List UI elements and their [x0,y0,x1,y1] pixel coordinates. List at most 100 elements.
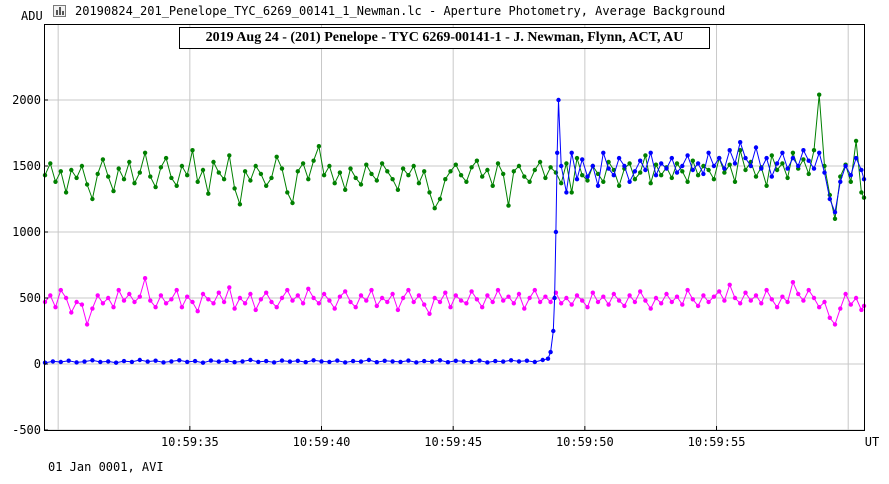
data-point-magenta [179,305,185,310]
data-point-blue [555,150,560,155]
data-point-magenta [764,287,769,293]
data-point-green [722,170,727,175]
data-point-green [153,184,158,190]
series-line-magenta [44,276,865,327]
data-point-magenta [158,293,164,298]
data-point-magenta [690,297,695,302]
data-point-green [132,181,137,186]
data-point-blue [790,155,796,161]
data-point-magenta [806,287,811,293]
data-point-green [706,167,711,173]
data-point-magenta [774,305,780,310]
data-point-magenta [664,291,669,297]
data-point-magenta [53,305,58,310]
data-point-green [185,173,190,178]
data-point-green [348,166,353,171]
data-point-magenta [648,306,653,311]
data-point-magenta [674,294,680,299]
data-point-magenta [211,301,216,306]
data-point-magenta [474,297,480,302]
data-point-green [95,171,100,177]
data-point-green [811,148,817,153]
data-point-blue [248,357,253,363]
data-point-blue [564,190,569,195]
data-point-green [643,153,648,158]
data-point-magenta [185,294,190,299]
data-point-magenta [300,301,306,306]
data-point-magenta [522,306,527,311]
data-point-magenta [490,299,495,305]
data-point-magenta [680,302,685,307]
data-point-blue [632,169,638,174]
data-point-green [121,177,127,182]
data-point-green [527,179,532,184]
data-point-blue [545,356,551,361]
data-point-magenta [706,299,711,305]
data-point-magenta [195,309,200,314]
data-point-green [543,175,548,181]
window-title: 20190824_201_Penelope_TYC_6269_00141_1_N… [75,4,726,18]
data-point-green [785,175,790,181]
data-point-magenta [190,299,195,305]
data-point-green [601,179,606,184]
data-point-magenta [848,302,853,307]
data-point-magenta [343,289,348,294]
data-point-magenta [801,298,806,303]
data-point-green [580,173,585,178]
data-point-blue [240,359,245,364]
chart-title: 2019 Aug 24 - (201) Penelope - TYC 6269-… [179,27,710,49]
data-point-magenta [695,303,701,309]
data-point-green [100,157,106,162]
data-point-green [337,170,343,175]
data-point-magenta [237,295,243,301]
data-point-blue [780,150,785,155]
data-point-blue [350,358,356,364]
data-point-blue [796,163,801,169]
data-point-blue [664,166,669,171]
data-point-green [106,174,111,179]
data-point-magenta [63,295,69,301]
data-point-green [364,162,369,167]
data-point-blue [224,358,229,363]
lightcurve-app-icon [53,5,66,17]
data-point-magenta [242,301,248,306]
data-point-magenta [337,294,343,299]
data-point-green [764,183,769,188]
data-point-green [53,179,58,184]
data-point-blue [335,358,340,363]
data-point-green [501,171,506,177]
data-point-magenta [853,295,859,301]
data-point-green [216,170,221,175]
data-point-blue [501,359,506,364]
data-point-magenta [727,282,732,287]
data-point-magenta [422,302,427,307]
data-point-blue [161,360,166,365]
data-point-magenta [95,293,100,298]
data-point-blue [764,155,769,161]
data-point-magenta [121,298,127,303]
data-point-blue [303,360,308,365]
data-point-green [422,169,427,174]
data-point-magenta [580,298,585,303]
data-point-magenta [838,306,843,311]
data-point-green [564,161,569,166]
data-point-green [179,163,185,169]
data-point-green [332,181,337,186]
data-point-green [685,179,690,184]
data-point-blue [453,358,458,363]
plot-frame [44,24,865,431]
data-point-magenta [753,293,759,298]
data-point-green [84,182,90,187]
data-point-blue [153,358,158,363]
data-point-magenta [74,299,79,305]
y-tick-label: 2000 [12,93,41,107]
data-point-blue [590,163,595,169]
data-point-green [522,174,527,179]
data-point-green [343,187,348,192]
data-point-blue [192,358,198,364]
data-point-blue [461,359,466,364]
data-point-blue [853,155,859,161]
data-point-blue [414,360,419,365]
data-point-magenta [321,291,327,297]
